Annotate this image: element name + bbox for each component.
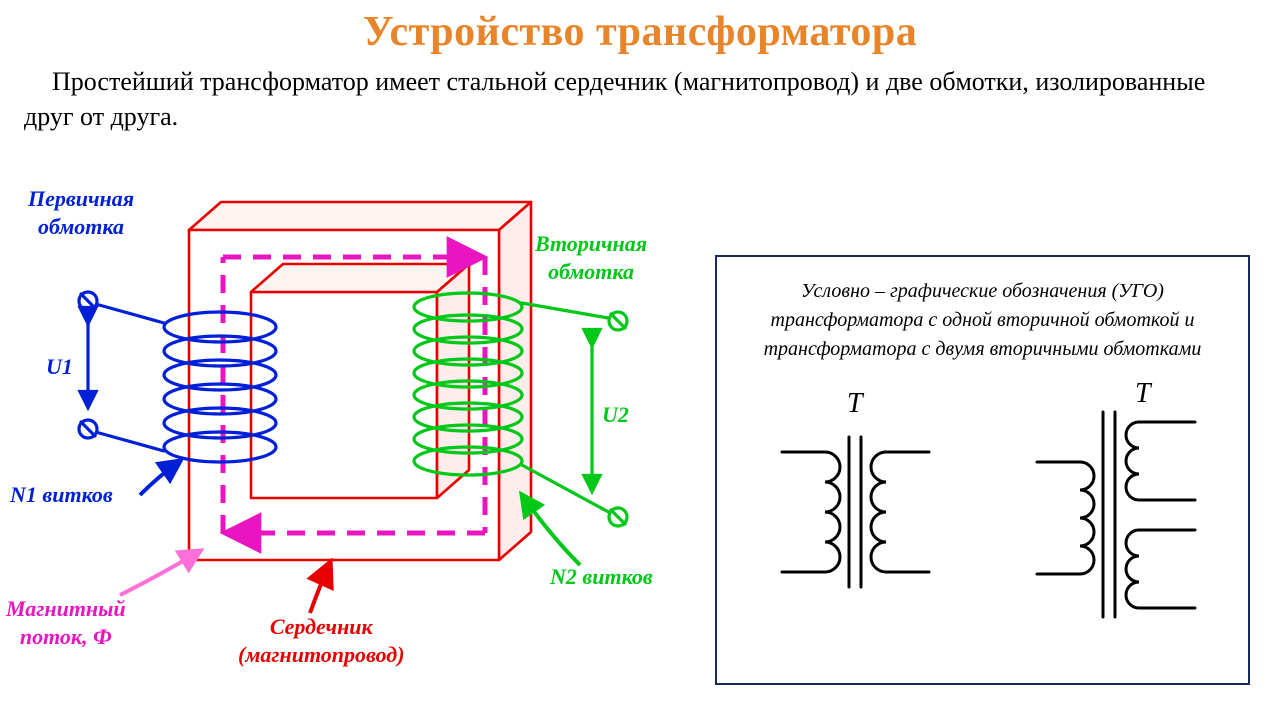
label-u2: U2 [602, 401, 629, 429]
label-n1: N1 витков [10, 481, 113, 509]
page-title: Устройство трансформатора [0, 0, 1280, 56]
symbol1-label: T [847, 388, 865, 419]
symbol-box: Условно – графические обозначения (УГО) … [715, 255, 1250, 685]
description-text: Простейший трансформатор имеет стальной … [0, 56, 1280, 134]
transformer-diagram: Первичная обмотка Вторичная обмотка U1 U… [10, 175, 710, 705]
symbol-svg: T T [747, 382, 1227, 632]
symbol-caption: Условно – графические обозначения (УГО) … [747, 277, 1218, 364]
label-secondary: Вторичная обмотка [535, 230, 647, 285]
label-core: Сердечник (магнитопровод) [238, 613, 405, 668]
label-flux: Магнитный поток, Ф [6, 595, 126, 650]
symbol2-label: T [1135, 382, 1153, 409]
label-primary: Первичная обмотка [28, 185, 134, 240]
label-u1: U1 [46, 353, 73, 381]
label-n2: N2 витков [550, 563, 653, 591]
